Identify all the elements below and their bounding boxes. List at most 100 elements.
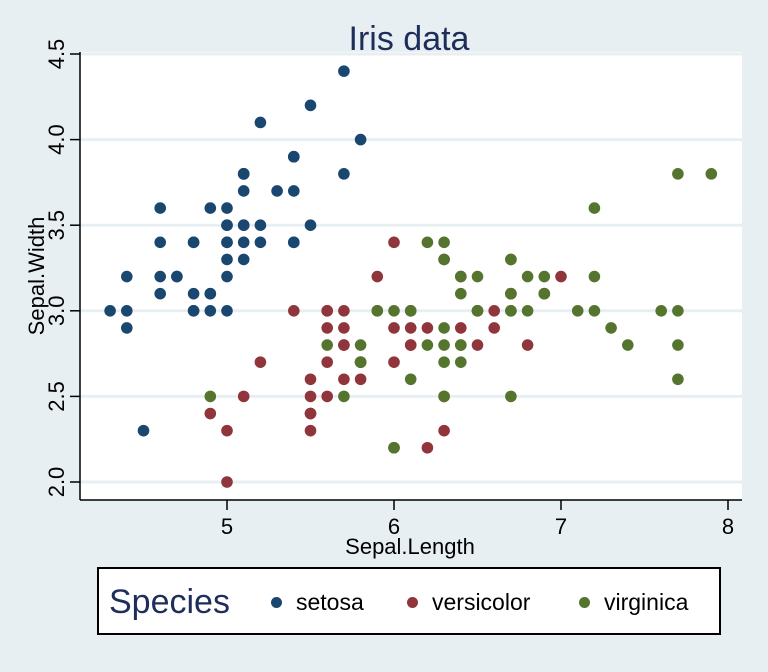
point-versicolor-19 [321, 390, 334, 403]
point-setosa-13 [104, 305, 116, 317]
point-versicolor-20 [371, 270, 384, 283]
point-setosa-41 [137, 424, 150, 437]
legend-item-virginica: virginica [579, 589, 688, 616]
point-virginica-12 [521, 305, 534, 317]
point-virginica-49 [371, 305, 384, 317]
point-virginica-25 [588, 270, 601, 283]
point-setosa-27 [254, 219, 267, 231]
point-virginica-20 [538, 270, 551, 283]
point-setosa-30 [187, 287, 200, 300]
point-setosa-22 [154, 202, 166, 214]
point-versicolor-8 [488, 322, 501, 334]
point-versicolor-3 [304, 424, 317, 437]
point-virginica-17 [672, 168, 684, 180]
point-setosa-38 [121, 305, 133, 317]
point-versicolor-24 [455, 322, 467, 334]
point-setosa-36 [304, 219, 317, 231]
y-tick-label-0: 2.0 [44, 467, 69, 498]
point-setosa-23 [237, 253, 250, 266]
point-versicolor-7 [204, 407, 217, 420]
point-setosa-32 [254, 116, 267, 129]
point-setosa-29 [171, 270, 183, 283]
point-virginica-47 [471, 305, 484, 317]
point-setosa-39 [237, 236, 250, 249]
legend-item-setosa: setosa [271, 589, 364, 616]
point-virginica-10 [471, 270, 484, 283]
x-axis-title: Sepal.Length [345, 534, 475, 559]
y-tick-label-1: 2.5 [44, 381, 69, 412]
x-tick-label-1: 6 [388, 514, 400, 539]
point-setosa-34 [204, 287, 217, 300]
y-axis-title: Sepal.Width [24, 217, 49, 336]
legend-label-versicolor: versicolor [432, 589, 531, 615]
point-setosa-17 [237, 219, 250, 231]
point-virginica-31 [705, 168, 718, 180]
point-virginica-43 [521, 270, 534, 283]
point-versicolor-47 [421, 322, 434, 334]
point-versicolor-23 [404, 339, 417, 351]
point-versicolor-25 [488, 305, 501, 317]
point-setosa-6 [154, 236, 166, 249]
legend-marker-virginica [579, 597, 590, 608]
point-setosa-16 [288, 150, 300, 163]
point-setosa-49 [221, 253, 233, 266]
point-versicolor-29 [338, 373, 350, 386]
point-setosa-45 [187, 305, 200, 317]
point-virginica-18 [672, 373, 684, 386]
x-tick-label-2: 7 [555, 514, 567, 539]
point-versicolor-4 [471, 339, 484, 351]
point-setosa-21 [237, 185, 250, 197]
point-virginica-26 [421, 339, 434, 351]
point-setosa-10 [288, 185, 300, 197]
point-setosa-24 [187, 236, 200, 249]
point-versicolor-13 [404, 322, 417, 334]
point-versicolor-35 [388, 236, 400, 249]
point-virginica-23 [438, 356, 450, 368]
point-virginica-5 [655, 305, 667, 317]
point-virginica-2 [571, 305, 584, 317]
point-setosa-43 [221, 219, 233, 231]
point-virginica-21 [321, 339, 334, 351]
point-versicolor-46 [338, 322, 350, 334]
y-tick-label-3: 3.5 [44, 210, 69, 241]
point-setosa-33 [304, 99, 317, 112]
point-virginica-33 [438, 339, 450, 351]
point-versicolor-10 [221, 476, 233, 488]
point-setosa-25 [221, 305, 233, 317]
point-versicolor-31 [304, 407, 317, 420]
point-virginica-37 [455, 287, 467, 300]
point-setosa-46 [237, 168, 250, 180]
point-versicolor-39 [304, 390, 317, 403]
point-setosa-35 [221, 270, 233, 283]
point-versicolor-28 [388, 322, 400, 334]
point-virginica-30 [622, 339, 634, 351]
point-setosa-28 [254, 236, 267, 249]
point-virginica-6 [204, 390, 217, 403]
plot-area [80, 52, 742, 500]
point-versicolor-9 [254, 356, 267, 368]
point-virginica-11 [455, 356, 467, 368]
y-tick-label-2: 3.0 [44, 296, 69, 327]
point-setosa-4 [221, 202, 233, 214]
point-versicolor-43 [221, 424, 233, 437]
point-versicolor-33 [388, 356, 400, 368]
point-versicolor-37 [438, 424, 450, 437]
point-setosa-47 [154, 270, 166, 283]
x-tick-label-0: 5 [221, 514, 233, 539]
point-setosa-8 [121, 322, 133, 334]
y-tick-label-5: 4.5 [44, 39, 69, 70]
legend-title: Species [109, 583, 230, 621]
point-versicolor-14 [321, 322, 334, 334]
point-virginica-13 [338, 390, 350, 403]
legend-marker-versicolor [407, 597, 418, 608]
point-setosa-14 [354, 133, 367, 146]
point-virginica-35 [672, 305, 684, 317]
point-versicolor-45 [338, 305, 350, 317]
point-virginica-42 [354, 356, 367, 368]
point-virginica-41 [538, 287, 551, 300]
point-setosa-37 [204, 202, 217, 214]
point-virginica-8 [505, 390, 517, 403]
point-virginica-7 [605, 322, 617, 334]
legend-label-virginica: virginica [604, 589, 689, 615]
